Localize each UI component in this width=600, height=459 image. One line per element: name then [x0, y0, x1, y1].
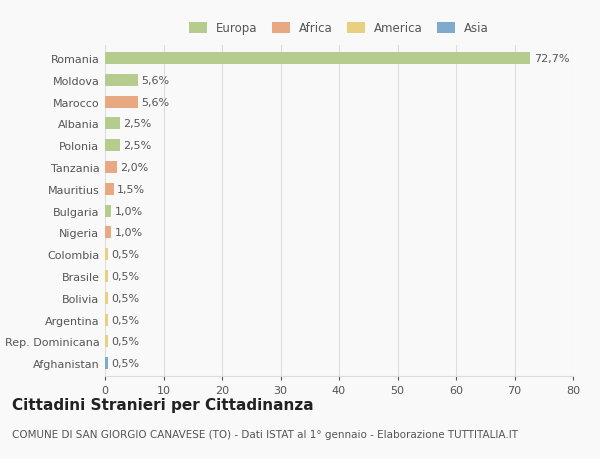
Text: 1,0%: 1,0% [115, 228, 142, 238]
Bar [105, 249, 108, 261]
Text: 1,0%: 1,0% [115, 206, 142, 216]
Bar [105, 162, 116, 174]
Text: 2,5%: 2,5% [123, 141, 151, 151]
Text: 0,5%: 0,5% [112, 250, 140, 260]
Bar [105, 205, 111, 217]
Text: 2,5%: 2,5% [123, 119, 151, 129]
Bar [105, 314, 108, 326]
Bar [105, 75, 138, 87]
Bar [105, 53, 530, 65]
Bar [105, 336, 108, 347]
Bar [105, 96, 138, 108]
Text: 2,0%: 2,0% [120, 162, 148, 173]
Bar [105, 227, 111, 239]
Text: 0,5%: 0,5% [112, 271, 140, 281]
Text: 0,5%: 0,5% [112, 315, 140, 325]
Text: 1,5%: 1,5% [117, 185, 145, 195]
Text: 0,5%: 0,5% [112, 336, 140, 347]
Text: 0,5%: 0,5% [112, 358, 140, 368]
Bar [105, 184, 114, 196]
Bar [105, 292, 108, 304]
Bar [105, 118, 119, 130]
Text: 5,6%: 5,6% [141, 97, 169, 107]
Text: COMUNE DI SAN GIORGIO CANAVESE (TO) - Dati ISTAT al 1° gennaio - Elaborazione TU: COMUNE DI SAN GIORGIO CANAVESE (TO) - Da… [12, 429, 518, 439]
Bar [105, 358, 108, 369]
Legend: Europa, Africa, America, Asia: Europa, Africa, America, Asia [185, 19, 493, 39]
Text: Cittadini Stranieri per Cittadinanza: Cittadini Stranieri per Cittadinanza [12, 397, 314, 412]
Text: 0,5%: 0,5% [112, 293, 140, 303]
Bar [105, 270, 108, 282]
Text: 72,7%: 72,7% [534, 54, 569, 64]
Bar [105, 140, 119, 152]
Text: 5,6%: 5,6% [141, 76, 169, 86]
